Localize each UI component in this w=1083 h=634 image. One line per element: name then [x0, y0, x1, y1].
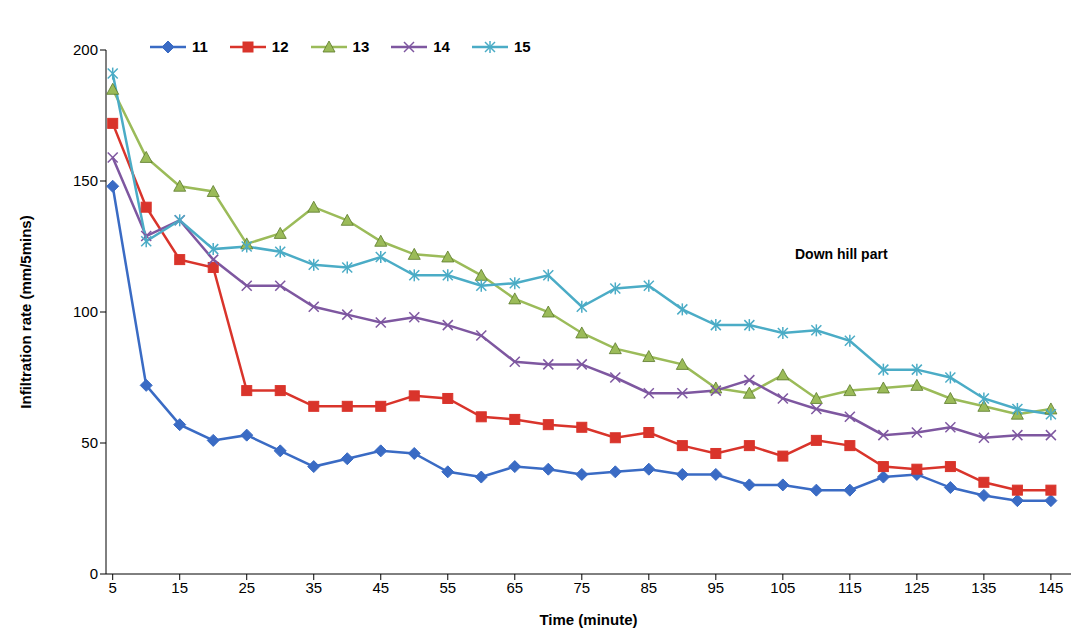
svg-text:105: 105: [770, 579, 795, 596]
svg-text:Time (minute): Time (minute): [539, 611, 637, 628]
svg-text:115: 115: [838, 579, 862, 596]
svg-text:145: 145: [1038, 579, 1063, 596]
html-text:11: 11: [192, 38, 208, 55]
svg-text:15: 15: [171, 579, 188, 596]
svg-text:95: 95: [707, 579, 724, 596]
svg-text:150: 150: [73, 172, 98, 189]
svg-text:25: 25: [238, 579, 255, 596]
svg-text:5: 5: [109, 579, 117, 596]
html-text:Down hill part: Down hill part: [795, 246, 888, 262]
svg-text:65: 65: [506, 579, 523, 596]
html-text:12: 12: [271, 38, 289, 55]
html-text:15: 15: [513, 38, 531, 55]
svg-text:50: 50: [81, 434, 98, 451]
svg-text:135: 135: [971, 579, 996, 596]
svg-text:Infiltration rate (mm/5mins): Infiltration rate (mm/5mins): [17, 215, 34, 408]
svg-text:200: 200: [73, 41, 98, 58]
html-text:14: 14: [433, 38, 450, 55]
html-text:13: 13: [352, 38, 370, 55]
svg-text:100: 100: [73, 303, 98, 320]
svg-text:125: 125: [904, 579, 929, 596]
svg-text:45: 45: [372, 579, 389, 596]
svg-text:85: 85: [640, 579, 657, 596]
svg-text:35: 35: [305, 579, 322, 596]
svg-text:55: 55: [439, 579, 456, 596]
svg-text:0: 0: [90, 565, 98, 582]
svg-text:75: 75: [573, 579, 590, 596]
